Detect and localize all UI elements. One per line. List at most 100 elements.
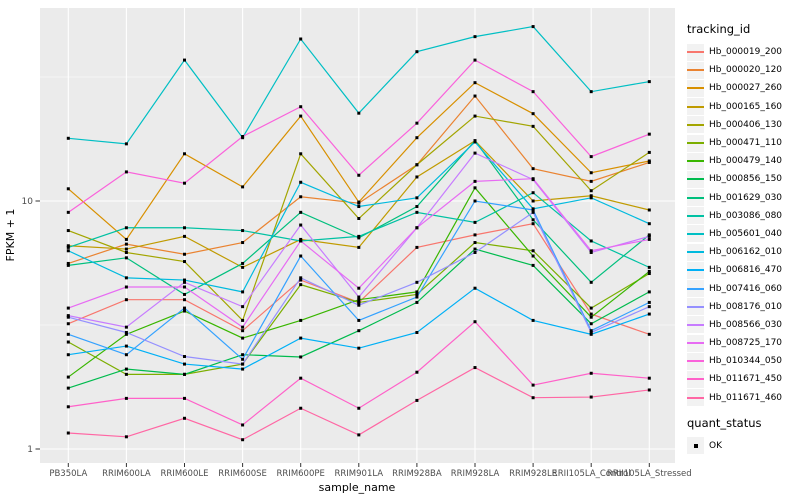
data-point [473,151,477,155]
data-point [415,245,419,249]
data-point [357,245,361,249]
data-point [66,405,70,409]
legend-label: Hb_008566_030 [709,319,783,330]
data-point [124,226,128,230]
legend-label: Hb_011671_450 [709,374,783,385]
data-point [415,210,419,214]
data-point [589,330,593,334]
data-point [415,300,419,304]
legend-item: Hb_008725_170 [687,334,799,352]
data-point [531,167,535,171]
legend-key [687,316,704,334]
legend-item: Hb_007416_060 [687,279,799,298]
legend-key-line [687,178,704,181]
data-point [299,355,303,359]
data-point [299,283,303,287]
legend-key-line [687,396,704,399]
legend-key [687,61,704,79]
quant-status-item: OK [687,437,799,455]
data-point [473,58,477,62]
data-point [66,322,70,326]
data-point [647,265,651,269]
data-point [299,278,303,282]
legend-label: Hb_006162_010 [709,247,783,258]
data-point [66,249,70,253]
legend-item: Hb_008176_010 [687,298,799,316]
data-point [357,433,361,437]
legend-key-line [687,142,704,145]
data-point [531,112,535,116]
data-point [299,180,303,184]
x-tick-label: RRII105LA_Control [552,469,631,479]
legend-key [687,43,704,61]
data-point [124,372,128,376]
data-point [299,105,303,109]
legend-key [687,298,704,316]
data-point [589,315,593,319]
data-point [299,376,303,380]
data-point [66,245,70,249]
legend-label: Hb_006816_470 [709,265,783,276]
legend-item: Hb_000027_260 [687,79,799,97]
legend-item: Hb_006816_470 [687,261,799,279]
data-point [66,210,70,214]
data-point [473,247,477,251]
data-point [531,396,535,400]
data-point [66,431,70,435]
x-tick-label: PB350LA [49,469,87,479]
square-point-icon [693,443,698,448]
legend-key-line [687,269,704,272]
data-point [66,136,70,140]
data-point [357,234,361,238]
legend-label: Hb_008176_010 [709,301,783,312]
data-point [473,114,477,118]
x-tick-label: RRIM600PE [277,469,325,479]
data-point [531,191,535,195]
data-point [589,395,593,399]
data-point [124,435,128,439]
legend-key [687,207,704,225]
data-point [66,386,70,390]
legend-item: Hb_010344_050 [687,352,799,370]
legend-item: Hb_003086_080 [687,207,799,225]
data-point [124,242,128,246]
legend-title-quant-status: quant_status [687,415,762,430]
data-point [299,239,303,243]
legend-label: Hb_010344_050 [709,356,783,367]
data-point [124,250,128,254]
data-point [357,300,361,304]
data-point [415,226,419,230]
legend-item: Hb_011671_460 [687,389,799,407]
data-point [241,353,245,357]
data-point [241,423,245,427]
data-point [183,362,186,366]
data-point [241,357,245,361]
data-point [357,346,361,350]
data-point [589,239,593,243]
data-point [415,205,419,209]
data-point [183,292,186,296]
data-point [473,320,477,324]
data-point [124,276,128,280]
data-point [183,234,186,238]
data-point [66,229,70,233]
data-point [183,372,186,376]
legend-key-line [687,51,704,54]
data-point [473,81,477,85]
data-point [647,159,651,163]
data-point [357,173,361,177]
data-point [124,330,128,334]
legend-label: Hb_000479_140 [709,156,783,167]
data-point [299,210,303,214]
data-point [473,366,477,370]
data-point [647,305,651,309]
legend-label: Hb_000165_160 [709,101,783,112]
y-tick-label: 10 [22,197,34,207]
legend-label: Hb_000856_150 [709,174,783,185]
data-point [299,152,303,156]
legend-key [687,79,704,97]
data-point [473,286,477,290]
data-point [183,306,186,310]
data-point [415,175,419,179]
